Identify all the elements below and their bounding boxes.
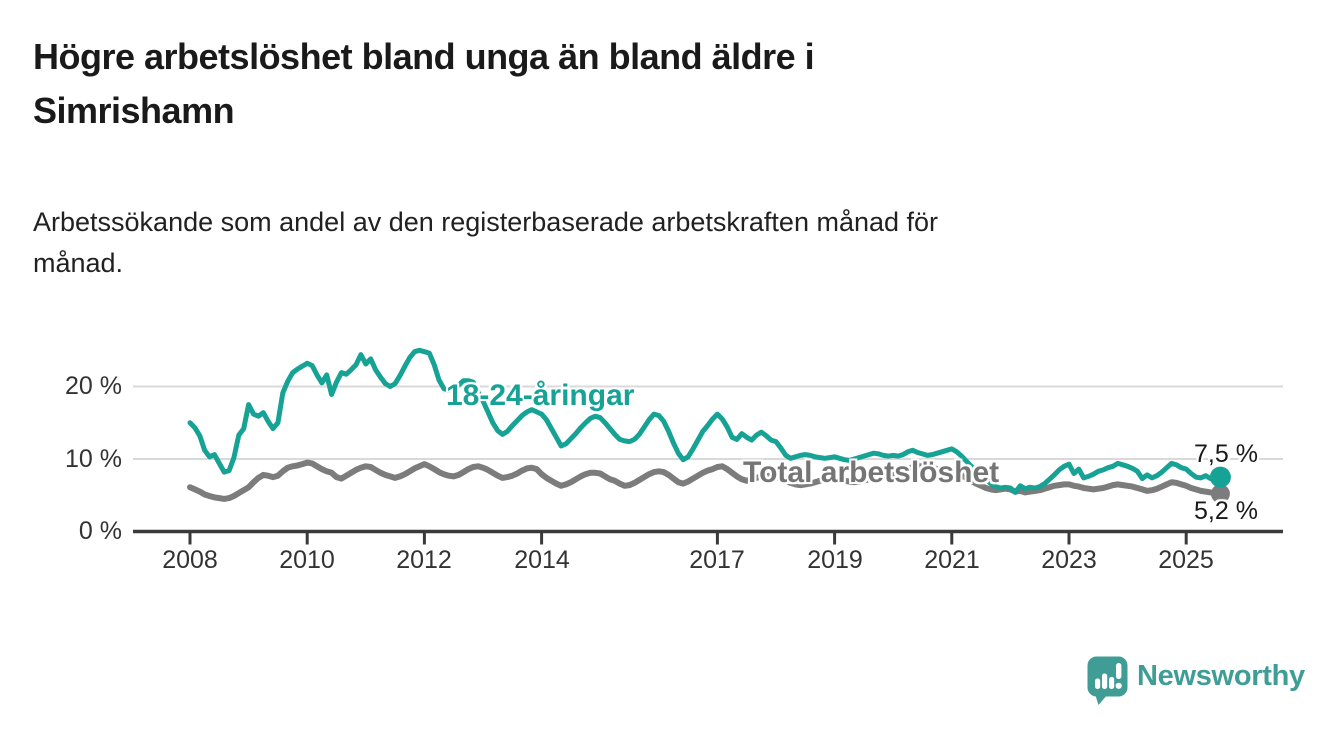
end-value-total: 5,2 % [1194, 497, 1258, 525]
x-axis-tick-label: 2008 [162, 546, 218, 574]
y-axis-tick-label: 20 % [65, 372, 122, 400]
x-axis-tick-label: 2012 [396, 546, 452, 574]
chart-subtitle-line1: Arbetssökande som andel av den registerb… [33, 207, 939, 237]
chart-subtitle-line2: månad. [33, 248, 124, 278]
x-axis-tick-label: 2010 [279, 546, 335, 574]
speech-bubble-bar-chart-icon [1087, 656, 1128, 705]
x-axis-tick-label: 2025 [1158, 546, 1214, 574]
y-axis-tick-label: 0 % [78, 517, 122, 545]
young-series-line [187, 347, 1223, 495]
series-label-young: 18-24-åringar [446, 379, 635, 412]
page-title-line2: Simrishamn [33, 90, 235, 131]
page-title-line1: Högre arbetslöshet bland unga än bland ä… [33, 36, 815, 77]
series-label-total: Total arbetslöshet [743, 456, 1000, 489]
y-axis-tick-label: 10 % [65, 445, 122, 473]
x-axis-tick-label: 2014 [514, 546, 570, 574]
page-title: Högre arbetslöshet bland unga än bland ä… [33, 30, 1293, 138]
newsworthy-logo [1086, 655, 1130, 707]
total-series-line [187, 459, 1224, 502]
x-axis-tick-label: 2017 [689, 546, 745, 574]
x-axis-tick-label: 2021 [924, 546, 980, 574]
chart-subtitle: Arbetssökande som andel av den registerb… [33, 202, 1253, 284]
x-axis-tick-label: 2023 [1041, 546, 1097, 574]
end-value-young: 7,5 % [1194, 440, 1258, 468]
x-axis-tick-label: 2019 [807, 546, 863, 574]
young-end-dot [1209, 466, 1231, 488]
brand-name: Newsworthy [1137, 660, 1305, 692]
